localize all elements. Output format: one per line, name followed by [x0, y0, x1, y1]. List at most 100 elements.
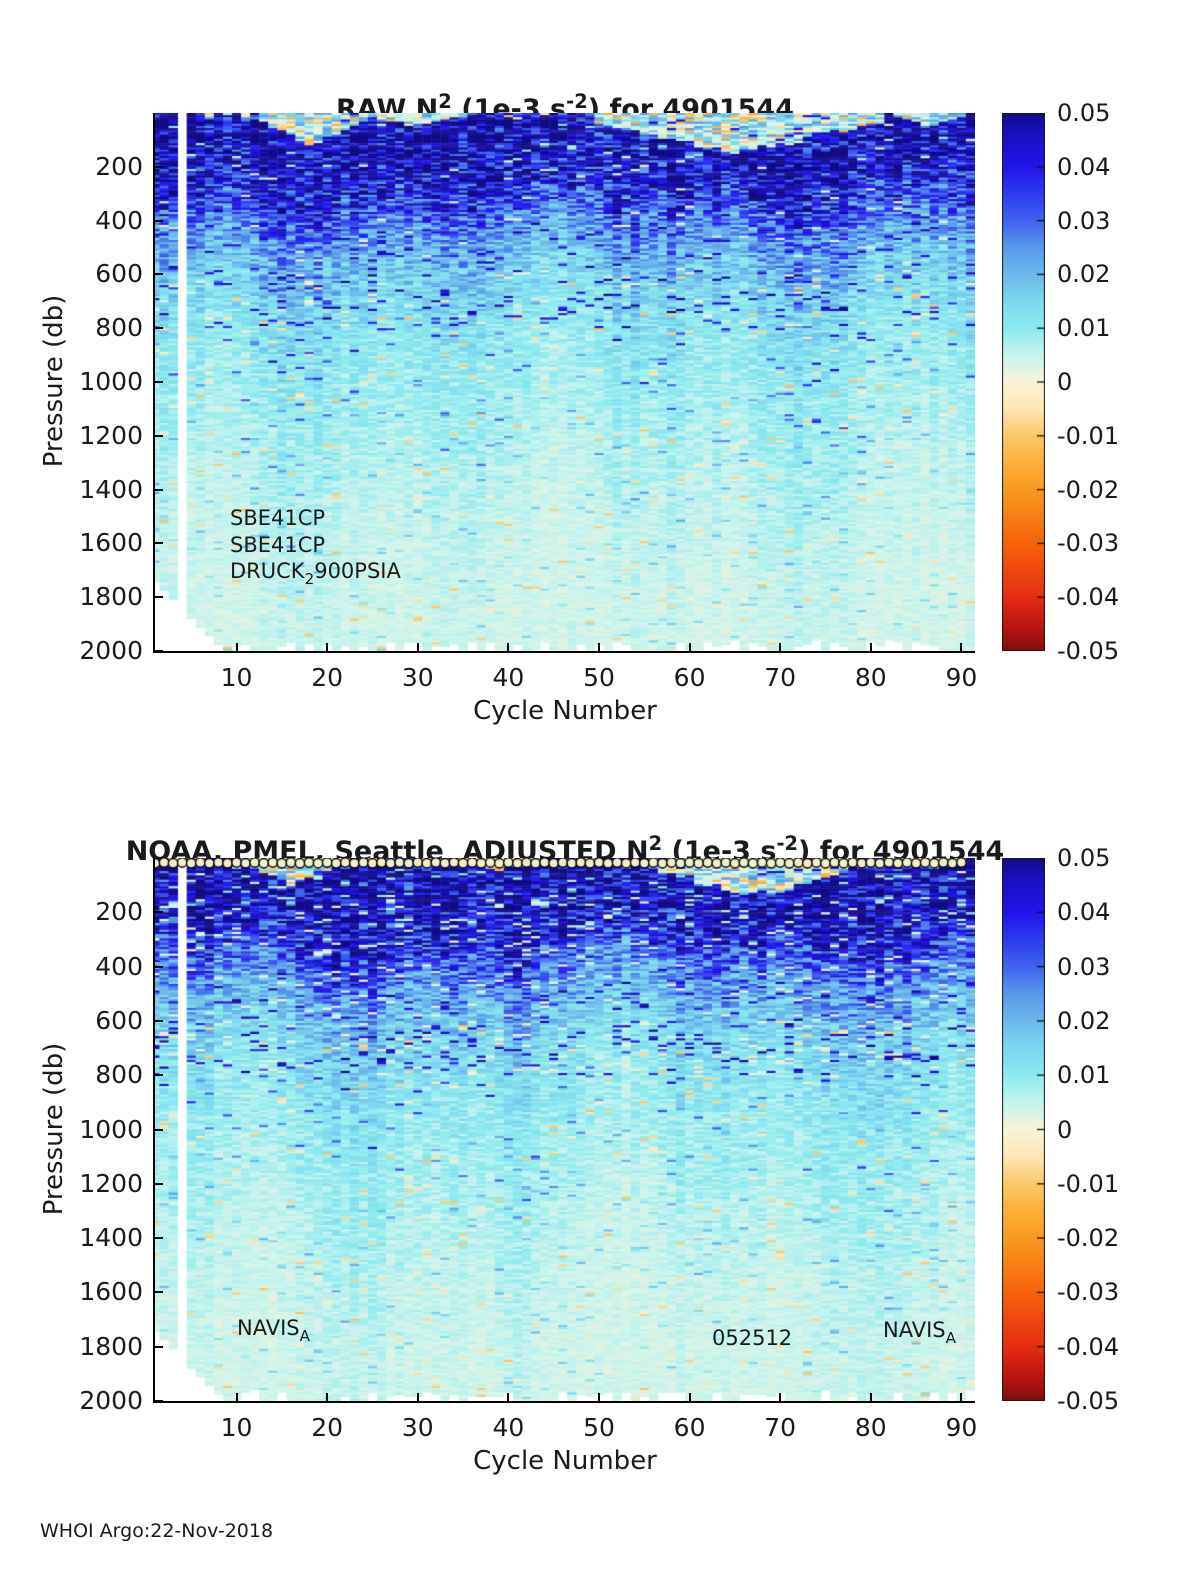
adjusted-colorbar-canvas [1002, 858, 1045, 1401]
y-axis-label: Pressure (db) [39, 294, 69, 468]
y-tick [155, 1345, 163, 1348]
colorbar-tick-label: 0.05 [1057, 99, 1111, 127]
y-tick-label: 400 [95, 951, 143, 981]
x-tick-label: 10 [220, 1413, 253, 1442]
raw-heatmap-area: SBE41CP SBE41CP DRUCK2900PSIA [153, 113, 975, 653]
colorbar-tick-label: 0.02 [1057, 260, 1111, 289]
x-tick-label: 90 [945, 1413, 978, 1442]
y-tick [155, 327, 163, 330]
x-tick [235, 1393, 238, 1401]
y-tick-label: 1200 [79, 1168, 143, 1198]
colorbar-tick-label: -0.03 [1057, 1278, 1120, 1307]
y-tick [155, 1182, 163, 1185]
y-tick [155, 965, 163, 968]
colorbar-tick-label: 0.05 [1057, 844, 1111, 872]
colorbar-tick-label: -0.02 [1057, 1224, 1120, 1253]
y-tick [155, 165, 163, 168]
x-tick [779, 1393, 782, 1401]
colorbar-tick-label: 0 [1057, 368, 1073, 396]
x-axis-label: Cycle Number [473, 696, 657, 726]
x-axis-label: Cycle Number [473, 1446, 657, 1476]
y-tick [155, 596, 163, 599]
colorbar-tick-label: 0.04 [1057, 898, 1111, 927]
x-tick [688, 643, 691, 651]
x-tick-label: 10 [220, 663, 253, 692]
y-tick [155, 911, 163, 914]
x-tick [960, 643, 963, 651]
y-tick-label: 1400 [79, 1223, 143, 1253]
colorbar-tick-label: 0 [1057, 1115, 1073, 1144]
plot-annotation: 052512 [712, 1326, 793, 1350]
x-tick [416, 1393, 419, 1401]
y-tick-label: 1600 [79, 528, 143, 558]
colorbar-tick-label: 0.02 [1057, 1006, 1111, 1035]
x-tick-label: 70 [764, 1413, 797, 1442]
x-tick-label: 70 [764, 663, 797, 692]
colorbar-tick-label: -0.04 [1057, 583, 1120, 612]
raw-colorbar-canvas [1002, 113, 1045, 651]
colorbar-tick-label: -0.03 [1057, 529, 1120, 558]
x-tick-label: 50 [583, 1413, 615, 1442]
y-tick-label: 200 [95, 151, 143, 181]
y-tick [155, 1128, 163, 1131]
x-tick [597, 643, 600, 651]
y-tick-label: 1000 [79, 367, 143, 396]
colorbar-tick-label: -0.01 [1057, 421, 1120, 450]
x-tick-label: 50 [583, 663, 615, 692]
y-axis-label: Pressure (db) [39, 1042, 69, 1216]
y-tick-label: 2000 [79, 1386, 143, 1415]
x-tick-label: 20 [311, 1413, 344, 1442]
x-tick [869, 1393, 872, 1401]
y-tick-label: 1000 [79, 1114, 143, 1144]
y-tick-label: 200 [95, 897, 143, 927]
plot-annotation: NAVISA [237, 1316, 310, 1345]
y-tick [155, 1291, 163, 1294]
y-tick [155, 219, 163, 222]
y-tick-label: 1400 [79, 474, 143, 504]
x-tick-label: 60 [673, 663, 706, 692]
y-tick [155, 542, 163, 545]
x-tick [960, 1393, 963, 1401]
y-tick [155, 488, 163, 491]
x-tick-label: 40 [492, 663, 525, 692]
y-tick [155, 381, 163, 383]
x-tick [688, 1393, 691, 1401]
x-tick [326, 1393, 329, 1401]
x-tick-label: 20 [311, 663, 344, 692]
y-tick-label: 600 [95, 259, 143, 289]
x-tick [507, 1393, 510, 1401]
y-tick-label: 600 [95, 1005, 143, 1035]
y-tick [155, 1237, 163, 1240]
colorbar-tick-label: 0.01 [1057, 314, 1111, 343]
y-tick [155, 1400, 163, 1402]
x-tick [597, 1393, 600, 1401]
colorbar-tick-label: 0.01 [1057, 1061, 1111, 1090]
x-tick [869, 643, 872, 651]
x-tick-label: 90 [945, 663, 978, 692]
x-tick [416, 643, 419, 651]
plot-annotation: SBE41CP [230, 506, 326, 530]
y-tick [155, 1074, 163, 1077]
plot-annotation: SBE41CP [230, 533, 326, 557]
y-tick-label: 400 [95, 205, 143, 235]
x-tick-label: 40 [492, 1413, 525, 1442]
colorbar-tick-label: -0.01 [1057, 1169, 1120, 1198]
colorbar-tick-label: -0.04 [1057, 1332, 1120, 1361]
colorbar-tick-label: -0.02 [1057, 475, 1120, 504]
y-tick [155, 434, 163, 437]
footer-credit: WHOI Argo:22-Nov-2018 [40, 1520, 274, 1542]
y-tick-label: 2000 [79, 636, 143, 665]
y-tick [155, 650, 163, 652]
adjusted-heatmap-area: NAVISA 052512 NAVISA [153, 858, 975, 1403]
y-tick-label: 1800 [79, 582, 143, 612]
x-tick [326, 643, 329, 651]
x-tick-label: 80 [854, 1413, 887, 1442]
x-tick [779, 643, 782, 651]
x-tick [507, 643, 510, 651]
y-tick-label: 1800 [79, 1331, 143, 1361]
colorbar-tick-label: -0.05 [1057, 637, 1120, 665]
x-tick-label: 80 [854, 663, 887, 692]
x-tick-label: 30 [401, 1413, 434, 1442]
y-tick [155, 273, 163, 276]
